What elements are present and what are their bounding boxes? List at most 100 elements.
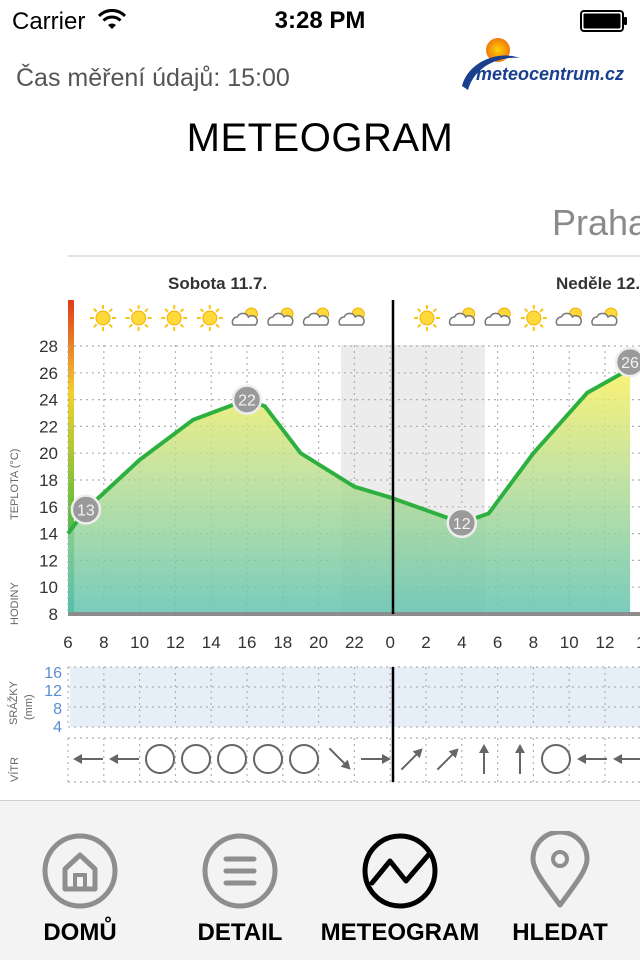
tab-home-label: DOMŮ [43, 919, 117, 946]
wind-arrow-up-right [436, 748, 459, 771]
temperature-scale-bar [68, 300, 74, 612]
wind-axis-label: VÍTR [8, 757, 21, 782]
partly-cloudy-icon [484, 307, 511, 326]
y-tick-label: 24 [39, 391, 58, 410]
sun-icon [414, 305, 440, 331]
home-icon [42, 833, 118, 909]
temperature-series-line [66, 360, 632, 535]
x-tick-label: 8 [99, 633, 108, 652]
meteogram-icon [362, 833, 438, 909]
status-bar: Carrier 3:28 PM [0, 0, 640, 40]
partly-cloudy-icon [338, 307, 365, 326]
tab-home[interactable]: DOMŮ [0, 801, 160, 960]
x-tick-label: 6 [63, 633, 72, 652]
wind-calm [217, 744, 247, 774]
wind-grid [67, 737, 640, 783]
temperature-marker-label: 22 [238, 393, 256, 410]
location-pin-icon [530, 831, 590, 908]
min-max-markers: 13 22 12 26 [70, 346, 640, 539]
battery-icon [580, 10, 627, 32]
temperature-marker [446, 507, 478, 539]
x-tick-label: 12 [166, 633, 185, 652]
x-tick-label: 10 [560, 633, 579, 652]
y-tick-label: 28 [39, 337, 58, 356]
tab-search[interactable]: HLEDAT [480, 801, 640, 960]
tab-meteogram[interactable]: METEOGRAM [320, 801, 480, 960]
weather-icons-row [90, 305, 618, 331]
wind-calm [181, 744, 211, 774]
x-tick-label: 10 [130, 633, 149, 652]
wind-arrow-down-right [328, 747, 351, 770]
y-tick-label: 16 [39, 498, 58, 517]
wind-calm [145, 744, 175, 774]
partly-cloudy-icon [231, 307, 258, 326]
sun-icon [161, 305, 188, 331]
sun-icon [125, 305, 152, 331]
hours-axis-label: HODINY [9, 582, 21, 625]
x-tick-label: 22 [345, 633, 364, 652]
meteocentrum-logo[interactable] [458, 36, 628, 100]
wind-calm [289, 744, 319, 774]
sun-icon [520, 305, 547, 331]
x-tick-label: 18 [273, 633, 292, 652]
y-tick-label: 22 [39, 417, 58, 436]
x-tick-label: 2 [421, 633, 430, 652]
temperature-marker [614, 346, 640, 378]
wind-row [73, 744, 640, 774]
tab-search-label: HLEDAT [512, 919, 608, 946]
meteogram-chart[interactable]: Praha Sobota 11.7. Neděle 12. 28 26 24 22 20… [0, 190, 640, 800]
temperature-area [68, 362, 631, 612]
wind-arrow-up [515, 744, 525, 774]
wind-arrow-up-right [400, 748, 423, 771]
x-tick-label: 20 [309, 633, 328, 652]
sun-icon [90, 305, 116, 331]
y-tick-label: 20 [39, 444, 58, 463]
precip-tick-label: 16 [44, 665, 62, 682]
x-tick-label: 1 [636, 633, 640, 652]
temperature-area-fill [68, 362, 631, 612]
wind-calm [541, 744, 571, 774]
x-tick-label: 14 [202, 633, 221, 652]
tab-bar: DOMŮ DETAIL METEOGRAM HLEDAT [0, 800, 640, 960]
y-tick-label: 26 [39, 364, 58, 383]
precipitation-axis-label: SRÁŽKY [7, 680, 20, 725]
temperature-line [66, 360, 632, 535]
x-tick-label: 6 [493, 633, 502, 652]
status-time: 3:28 PM [274, 7, 366, 34]
x-tick-label: 12 [596, 633, 615, 652]
wind-arrow-up [479, 744, 489, 774]
precip-tick-label: 8 [53, 701, 62, 718]
day-label-saturday: Sobota 11.7. [168, 274, 267, 293]
tab-detail[interactable]: DETAIL [160, 801, 320, 960]
temperature-marker-label: 12 [453, 516, 471, 533]
wind-calm [253, 744, 283, 774]
tab-detail-label: DETAIL [197, 919, 283, 946]
x-axis-ticks: 6 8 10 12 14 16 18 20 22 0 2 4 6 8 10 12 1 [63, 633, 640, 652]
partly-cloudy-icon [555, 307, 582, 326]
wind-arrow-left [577, 754, 607, 764]
partly-cloudy-icon [448, 307, 476, 326]
tab-meteogram-label: METEOGRAM [320, 919, 480, 946]
x-tick-label: 4 [457, 633, 466, 652]
list-icon [202, 833, 278, 909]
x-tick-label: 8 [529, 633, 538, 652]
partly-cloudy-icon [302, 307, 330, 326]
sun-icon [196, 305, 223, 331]
temperature-marker [231, 384, 263, 415]
partly-cloudy-icon [267, 307, 294, 326]
y-tick-label: 10 [39, 578, 58, 597]
temperature-marker-label: 26 [621, 355, 639, 372]
precipitation-grid [67, 666, 640, 728]
y-tick-label: 8 [49, 605, 58, 624]
y-tick-label: 12 [39, 551, 58, 570]
page-title: METEOGRAM [186, 116, 454, 160]
y-tick-label: 18 [39, 471, 58, 490]
precip-tick-label: 4 [53, 719, 62, 736]
location-name: Praha [552, 202, 640, 243]
partly-cloudy-icon [591, 307, 618, 326]
precip-tick-label: 12 [44, 683, 62, 700]
precipitation-unit-label: (mm) [23, 694, 35, 720]
wind-arrow-left [109, 754, 139, 764]
wifi-icon [98, 9, 126, 29]
